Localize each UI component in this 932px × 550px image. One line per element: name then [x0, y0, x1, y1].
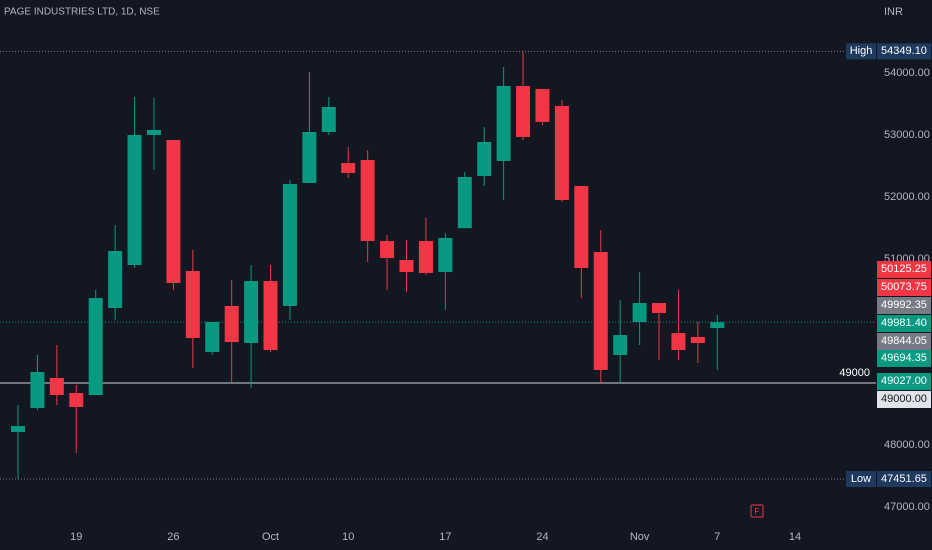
high-value: 54349.10 — [881, 45, 927, 57]
candle-body — [690, 336, 705, 344]
y-tick-label: 54000.00 — [884, 67, 930, 79]
candle-body — [574, 186, 589, 268]
candle-body — [302, 132, 317, 183]
candle-body — [127, 134, 142, 266]
x-tick-label: Oct — [262, 531, 279, 543]
price-label: 49027.00 — [881, 375, 927, 387]
candle-body — [496, 86, 511, 161]
candle-body — [282, 183, 297, 306]
candle-body — [613, 335, 628, 355]
price-label-box — [877, 315, 931, 332]
candle-body — [457, 176, 472, 229]
candle-body — [593, 251, 608, 370]
price-label-box — [877, 279, 931, 296]
candle-body — [244, 281, 259, 344]
candle-body — [224, 305, 239, 343]
low-value: 47451.65 — [881, 473, 927, 485]
candle-body — [632, 303, 647, 322]
price-label: 50125.25 — [881, 263, 927, 275]
candle-body — [380, 241, 395, 259]
event-flag[interactable]: F — [750, 504, 764, 518]
candle-body — [516, 86, 531, 137]
candle-body — [652, 303, 667, 314]
candle-body — [554, 105, 569, 200]
candle-body — [88, 297, 103, 396]
event-flag-box[interactable] — [750, 504, 764, 518]
high-value-box — [877, 43, 931, 60]
candle-body — [321, 106, 336, 133]
y-tick-label: 53000.00 — [884, 129, 930, 141]
candle-body — [263, 281, 278, 351]
candle-body — [418, 241, 433, 274]
high-label: High — [850, 45, 873, 57]
candle-body — [146, 129, 161, 135]
candle-body — [166, 140, 181, 283]
candle-body — [399, 259, 414, 273]
chart-title: PAGE INDUSTRIES LTD, 1D, NSE — [4, 7, 160, 18]
x-tick-label: Nov — [630, 531, 650, 543]
candle-body — [477, 141, 492, 176]
currency: INR — [884, 6, 903, 18]
price-label: 49844.05 — [881, 335, 927, 347]
low-label-box — [846, 471, 876, 488]
candle-body — [69, 392, 84, 408]
candle-body — [185, 271, 200, 338]
price-label-box — [877, 350, 931, 367]
horizontal-line-label: 49000 — [839, 367, 870, 379]
candle-body — [535, 88, 550, 122]
price-label: 49992.35 — [881, 299, 927, 311]
candle-body — [49, 377, 64, 396]
event-flag-label[interactable]: F — [755, 507, 760, 516]
price-label: 49000.00 — [881, 393, 927, 405]
candle-body — [341, 163, 356, 173]
x-tick-label: 19 — [70, 531, 82, 543]
price-label: 49694.35 — [881, 352, 927, 364]
candle-body — [205, 321, 220, 353]
low-value-box — [877, 471, 931, 488]
candle-body — [30, 372, 45, 408]
candle-body — [438, 237, 453, 273]
candle-body — [360, 159, 375, 242]
x-tick-label: 24 — [536, 531, 548, 543]
price-label-box — [877, 391, 931, 408]
x-tick-label: 14 — [789, 531, 801, 543]
price-label-box — [877, 297, 931, 314]
candle-body — [671, 333, 686, 351]
y-tick-label: 48000.00 — [884, 439, 930, 451]
x-tick-label: 7 — [714, 531, 720, 543]
x-tick-label: 10 — [342, 531, 354, 543]
low-label: Low — [851, 473, 871, 485]
price-label: 49981.40 — [881, 317, 927, 329]
price-label-box — [877, 261, 931, 278]
price-label-box — [877, 373, 931, 390]
candle-body — [710, 322, 725, 329]
y-tick-label: 52000.00 — [884, 191, 930, 203]
candle-body — [108, 250, 123, 308]
candle-body — [11, 426, 25, 432]
x-tick-label: 17 — [439, 531, 451, 543]
x-tick-label: 26 — [167, 531, 179, 543]
y-tick-label: 47000.00 — [884, 501, 930, 513]
high-label-box — [846, 43, 876, 60]
price-label-box — [877, 333, 931, 350]
price-label: 50073.75 — [881, 281, 927, 293]
